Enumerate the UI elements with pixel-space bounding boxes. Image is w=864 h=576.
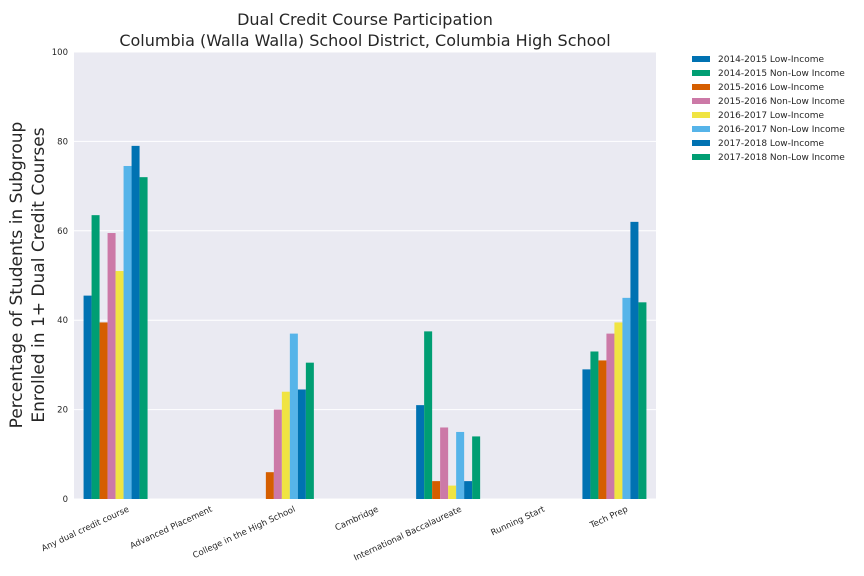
x-tick-label: Running Start bbox=[489, 504, 547, 538]
y-tick-label: 60 bbox=[57, 227, 68, 237]
legend-swatch bbox=[692, 84, 710, 90]
bar bbox=[123, 165, 132, 500]
x-tick-label: Tech Prep bbox=[588, 505, 630, 532]
x-tick-label: Any dual credit course bbox=[40, 505, 131, 554]
legend-swatch bbox=[692, 70, 710, 76]
y-tick-labels: 0 20 40 60 80 100 bbox=[52, 48, 68, 505]
bars bbox=[83, 145, 647, 500]
bar bbox=[289, 333, 298, 499]
bar bbox=[115, 271, 124, 499]
legend-label: 2014-2015 Low-Income bbox=[718, 55, 824, 65]
bar bbox=[91, 215, 100, 499]
bar bbox=[265, 472, 274, 499]
bar bbox=[606, 333, 615, 499]
legend-swatch bbox=[692, 126, 710, 132]
y-axis-label-line2: Enrolled in 1+ Dual Credit Courses bbox=[29, 127, 49, 422]
chart-title: Dual Credit Course Participation bbox=[237, 10, 493, 29]
bar bbox=[598, 360, 607, 499]
legend-swatch bbox=[692, 140, 710, 146]
bar bbox=[622, 297, 631, 499]
legend-label: 2015-2016 Non-Low Income bbox=[718, 97, 845, 107]
y-tick-label: 80 bbox=[57, 137, 68, 147]
bar bbox=[590, 351, 599, 499]
legend-label: 2017-2018 Non-Low Income bbox=[718, 153, 845, 163]
bar bbox=[456, 431, 465, 499]
y-axis-label-line1: Percentage of Students in Subgroup bbox=[7, 122, 27, 429]
gridlines bbox=[74, 51, 656, 500]
bar bbox=[99, 322, 108, 499]
legend-label: 2016-2017 Non-Low Income bbox=[718, 125, 845, 135]
bar bbox=[107, 233, 116, 499]
bar bbox=[638, 302, 647, 499]
bar bbox=[472, 436, 481, 499]
legend-label: 2015-2016 Low-Income bbox=[718, 83, 824, 93]
legend: 2014-2015 Low-Income 2014-2015 Non-Low In… bbox=[692, 55, 845, 163]
bar bbox=[297, 389, 306, 499]
bar bbox=[139, 177, 148, 499]
bar bbox=[416, 405, 425, 499]
bar bbox=[424, 331, 433, 499]
legend-swatch bbox=[692, 154, 710, 160]
y-tick-label: 20 bbox=[57, 406, 68, 416]
bar bbox=[305, 362, 314, 499]
x-tick-label: Cambridge bbox=[334, 505, 381, 534]
bar bbox=[273, 409, 282, 499]
bar bbox=[448, 485, 457, 499]
legend-label: 2016-2017 Low-Income bbox=[718, 111, 824, 121]
bar bbox=[630, 221, 639, 500]
bar bbox=[582, 369, 591, 499]
bar bbox=[83, 295, 92, 499]
bar bbox=[432, 481, 441, 499]
legend-label: 2014-2015 Non-Low Income bbox=[718, 69, 845, 79]
y-tick-label: 40 bbox=[57, 316, 68, 326]
y-tick-label: 100 bbox=[52, 48, 68, 58]
x-tick-label: Advanced Placement bbox=[129, 504, 215, 551]
bar bbox=[464, 481, 473, 499]
plot-area bbox=[74, 52, 656, 499]
legend-swatch bbox=[692, 98, 710, 104]
bar bbox=[440, 427, 449, 499]
legend-swatch bbox=[692, 56, 710, 62]
chart-subtitle: Columbia (Walla Walla) School District, … bbox=[119, 31, 610, 50]
bar bbox=[131, 145, 140, 499]
legend-label: 2017-2018 Low-Income bbox=[718, 139, 824, 149]
bar bbox=[614, 322, 623, 499]
legend-swatch bbox=[692, 112, 710, 118]
y-tick-label: 0 bbox=[63, 495, 68, 505]
bar bbox=[281, 391, 290, 499]
